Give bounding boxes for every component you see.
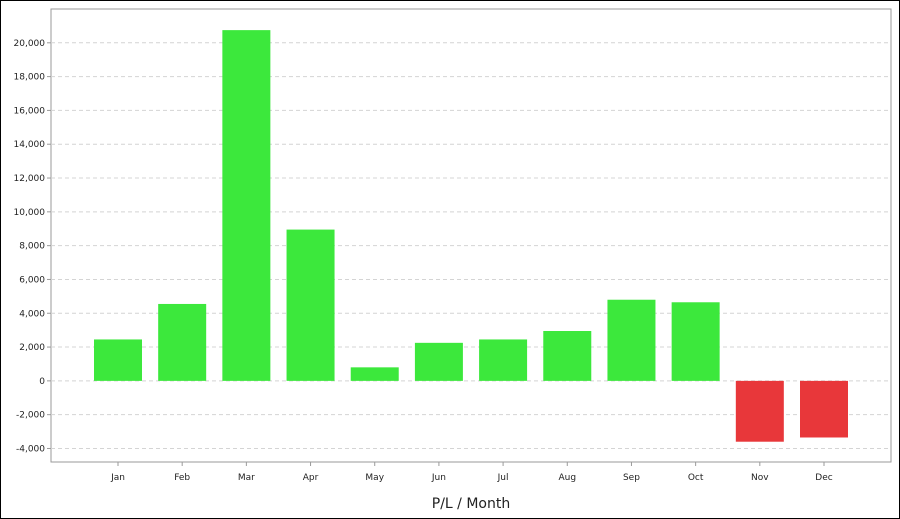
y-tick-label: 10,000 (14, 208, 46, 218)
bars (94, 30, 848, 442)
y-tick-label: 14,000 (14, 140, 46, 150)
x-tick-label: Jan (110, 473, 125, 483)
x-tick-label: Sep (623, 473, 640, 483)
x-tick-label: Oct (688, 473, 704, 483)
bar-mar (222, 30, 271, 381)
y-axis-ticks: -4,000 -2,000 0 2,000 4,000 6,000 8,000 10,000 1… (14, 39, 51, 454)
y-tick-label: 2,000 (19, 343, 45, 353)
bar-dec (800, 380, 848, 438)
x-tick-label: Nov (751, 473, 769, 483)
y-tick-label: -2,000 (16, 411, 45, 421)
bar-apr (286, 229, 335, 381)
y-tick-label: -4,000 (16, 444, 45, 454)
y-tick-label: 12,000 (14, 174, 46, 184)
y-tick-label: 6,000 (19, 275, 45, 285)
bar-oct (671, 302, 720, 381)
x-tick-label: Jul (497, 473, 509, 483)
bar-jan (94, 339, 142, 381)
y-tick-label: 20,000 (14, 39, 46, 49)
bar-jul (479, 339, 528, 381)
x-tick-label: Apr (303, 473, 319, 483)
x-tick-label: May (365, 473, 384, 483)
x-axis-ticks: Jan Feb Mar Apr May Jun Jul Aug Sep Oct Nov Dec (110, 462, 833, 483)
bar-sep (607, 299, 656, 381)
bar-jun (414, 342, 463, 381)
grid-lines (51, 42, 891, 449)
bar-aug (543, 331, 592, 381)
x-tick-label: Jun (431, 473, 446, 483)
y-tick-label: 8,000 (19, 242, 45, 252)
bar-may (350, 367, 399, 381)
bar-nov (735, 380, 784, 442)
y-tick-label: 0 (39, 377, 45, 387)
y-tick-label: 18,000 (14, 73, 46, 83)
x-tick-label: Feb (174, 473, 190, 483)
x-tick-label: Mar (238, 473, 255, 483)
x-tick-label: Aug (558, 473, 576, 483)
bar-feb (158, 303, 207, 381)
x-tick-label: Dec (815, 473, 832, 483)
x-axis-title: P/L / Month (432, 496, 510, 512)
y-tick-label: 16,000 (14, 106, 46, 116)
y-tick-label: 4,000 (19, 309, 45, 319)
